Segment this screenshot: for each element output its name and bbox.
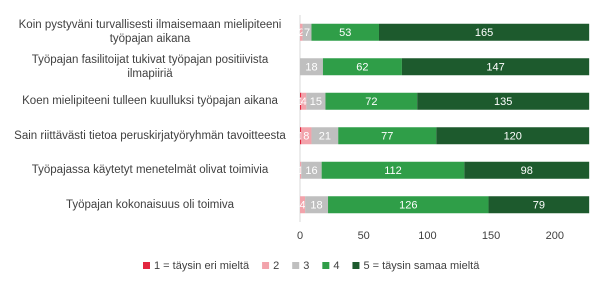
data-label: 2 — [298, 27, 304, 39]
legend-label: 1 = täysin eri mieltä — [154, 260, 250, 272]
x-tick-label: 50 — [358, 230, 370, 242]
data-label: 7 — [304, 27, 310, 39]
bar-segment — [488, 196, 590, 214]
data-label: 1 — [298, 131, 304, 143]
bar-segment — [464, 161, 590, 179]
bar-segment — [417, 92, 590, 110]
data-label: 8 — [303, 131, 309, 143]
legend-swatch — [262, 262, 270, 269]
bar-segment — [378, 23, 590, 41]
category-label: Koen mielipiteeni tulleen kuulluksi työp… — [22, 95, 278, 108]
data-label: 98 — [521, 165, 533, 177]
data-label: 79 — [533, 200, 545, 212]
bar-segment — [321, 161, 465, 179]
legend-swatch — [143, 262, 150, 269]
data-label: 16 — [305, 165, 317, 177]
data-label: 126 — [399, 200, 417, 212]
legend-label: 5 = täysin samaa mieltä — [363, 260, 480, 272]
bar-segment — [311, 127, 339, 145]
legend-label: 2 — [273, 260, 279, 272]
bar-segment — [300, 23, 303, 41]
legend-swatch — [352, 262, 360, 269]
bar-segment — [301, 161, 322, 179]
data-label: 72 — [365, 96, 377, 108]
data-label: 53 — [339, 27, 351, 39]
x-tick-label: 150 — [482, 230, 500, 242]
legend-swatch — [322, 262, 330, 269]
data-label: 112 — [384, 165, 402, 177]
category-label: Työpajan kokonaisuus oli toimiva — [65, 198, 235, 211]
data-label: 1 — [298, 96, 304, 108]
data-label: 77 — [381, 131, 393, 143]
data-label: 1 — [298, 165, 304, 177]
bar-segment — [301, 127, 312, 145]
bar-segment — [300, 127, 302, 145]
x-tick-label: 0 — [297, 230, 303, 242]
bar-segment — [301, 92, 307, 110]
data-label: 135 — [494, 96, 512, 108]
data-label: 120 — [504, 131, 522, 143]
category-label: Työpajassa käytetyt menetelmät olivat to… — [31, 164, 269, 177]
bar-segment — [305, 196, 329, 214]
data-label: 18 — [305, 62, 317, 74]
bar-segment — [436, 127, 590, 145]
x-tick-label: 100 — [418, 230, 436, 242]
bar-segment — [300, 161, 302, 179]
bar-segment — [300, 196, 306, 214]
bar-segment — [325, 92, 418, 110]
bar-segment — [401, 58, 590, 76]
x-tick-label: 200 — [546, 230, 564, 242]
bar-segment — [328, 196, 489, 214]
data-label: 147 — [486, 62, 504, 74]
bar-segment — [322, 58, 402, 76]
data-label: 4 — [299, 200, 305, 212]
bar-segment — [300, 92, 302, 110]
bar-segment — [300, 58, 323, 76]
category-label: Koin pystyväni turvallisesti ilmaisemaan… — [18, 19, 282, 46]
category-label: Sain riittävästi tietoa peruskirjatyöryh… — [14, 129, 286, 142]
bar-segment — [338, 127, 437, 145]
bar-segment — [306, 92, 326, 110]
data-label: 15 — [310, 96, 322, 108]
data-label: 18 — [310, 200, 322, 212]
legend-swatch — [292, 262, 300, 269]
data-label: 21 — [319, 131, 331, 143]
legend-label: 4 — [333, 260, 339, 272]
data-label: 4 — [301, 96, 307, 108]
category-label: Työpajan fasilitoijat tukivat työpajan p… — [31, 53, 269, 80]
bar-segment — [311, 23, 379, 41]
bar-segment — [302, 23, 312, 41]
data-label: 165 — [475, 27, 493, 39]
data-label: 62 — [356, 62, 368, 74]
legend-label: 3 — [303, 260, 309, 272]
